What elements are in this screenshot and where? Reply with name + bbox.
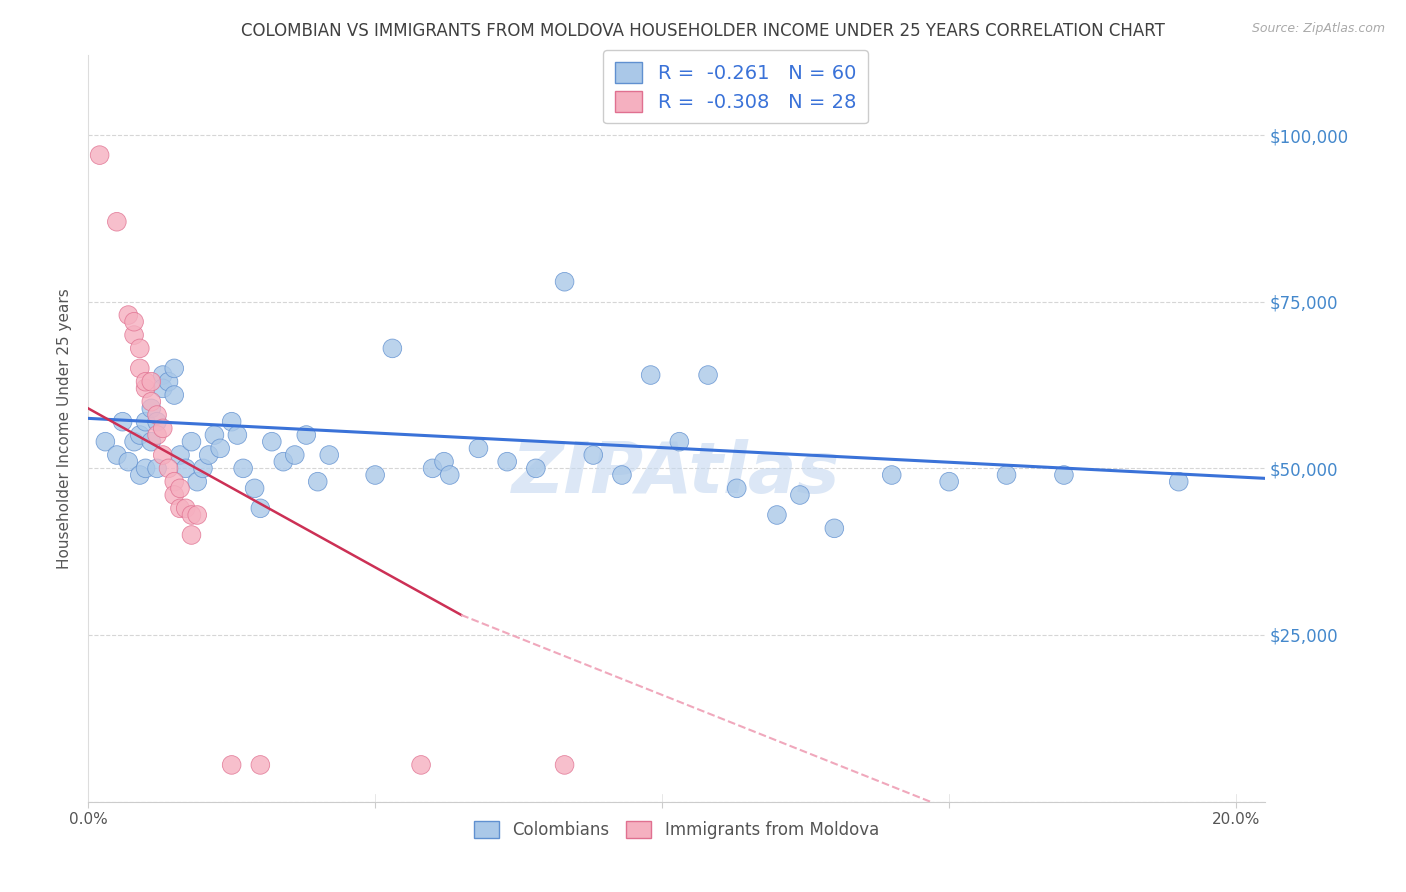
Point — [1053, 468, 1076, 483]
Point — [938, 475, 960, 489]
Point — [789, 488, 811, 502]
Point — [260, 434, 283, 449]
Point — [163, 475, 186, 489]
Point — [152, 448, 174, 462]
Point — [141, 401, 163, 416]
Point — [163, 388, 186, 402]
Point — [307, 475, 329, 489]
Point — [318, 448, 340, 462]
Point — [697, 368, 720, 382]
Point — [209, 442, 232, 456]
Point — [823, 521, 845, 535]
Point — [146, 415, 169, 429]
Point — [111, 415, 134, 429]
Point — [128, 428, 150, 442]
Point — [135, 415, 157, 429]
Point — [610, 468, 633, 483]
Point — [668, 434, 690, 449]
Point — [433, 455, 456, 469]
Point — [467, 442, 489, 456]
Point — [221, 758, 243, 772]
Point — [640, 368, 662, 382]
Point — [122, 315, 145, 329]
Point — [163, 488, 186, 502]
Point — [135, 381, 157, 395]
Point — [128, 342, 150, 356]
Legend: Colombians, Immigrants from Moldova: Colombians, Immigrants from Moldova — [467, 814, 886, 846]
Point — [186, 508, 208, 522]
Point — [141, 434, 163, 449]
Point — [146, 408, 169, 422]
Text: ZIPAtlas: ZIPAtlas — [512, 439, 841, 508]
Point — [273, 455, 295, 469]
Point — [94, 434, 117, 449]
Point — [284, 448, 307, 462]
Point — [105, 448, 128, 462]
Point — [135, 375, 157, 389]
Point — [117, 455, 139, 469]
Point — [169, 501, 191, 516]
Point — [128, 468, 150, 483]
Point — [135, 461, 157, 475]
Point — [169, 481, 191, 495]
Point — [141, 375, 163, 389]
Point — [725, 481, 748, 495]
Point — [554, 758, 576, 772]
Point — [243, 481, 266, 495]
Point — [496, 455, 519, 469]
Point — [128, 361, 150, 376]
Point — [89, 148, 111, 162]
Point — [995, 468, 1018, 483]
Point — [180, 508, 202, 522]
Point — [524, 461, 547, 475]
Point — [364, 468, 387, 483]
Point — [582, 448, 605, 462]
Point — [232, 461, 254, 475]
Point — [295, 428, 318, 442]
Point — [152, 421, 174, 435]
Point — [191, 461, 214, 475]
Point — [221, 415, 243, 429]
Text: COLOMBIAN VS IMMIGRANTS FROM MOLDOVA HOUSEHOLDER INCOME UNDER 25 YEARS CORRELATI: COLOMBIAN VS IMMIGRANTS FROM MOLDOVA HOU… — [240, 22, 1166, 40]
Point — [169, 448, 191, 462]
Point — [152, 368, 174, 382]
Point — [163, 361, 186, 376]
Point — [249, 501, 271, 516]
Point — [141, 394, 163, 409]
Point — [766, 508, 789, 522]
Point — [554, 275, 576, 289]
Point — [204, 428, 226, 442]
Point — [122, 328, 145, 343]
Point — [122, 434, 145, 449]
Point — [180, 528, 202, 542]
Point — [249, 758, 271, 772]
Point — [422, 461, 444, 475]
Point — [381, 342, 404, 356]
Point — [197, 448, 219, 462]
Point — [157, 461, 180, 475]
Point — [152, 381, 174, 395]
Point — [226, 428, 249, 442]
Point — [105, 215, 128, 229]
Point — [146, 461, 169, 475]
Point — [146, 428, 169, 442]
Point — [1167, 475, 1189, 489]
Point — [180, 434, 202, 449]
Point — [439, 468, 461, 483]
Y-axis label: Householder Income Under 25 years: Householder Income Under 25 years — [58, 288, 72, 569]
Point — [409, 758, 432, 772]
Point — [157, 375, 180, 389]
Point — [186, 475, 208, 489]
Text: Source: ZipAtlas.com: Source: ZipAtlas.com — [1251, 22, 1385, 36]
Point — [174, 501, 197, 516]
Point — [880, 468, 903, 483]
Point — [117, 308, 139, 322]
Point — [174, 461, 197, 475]
